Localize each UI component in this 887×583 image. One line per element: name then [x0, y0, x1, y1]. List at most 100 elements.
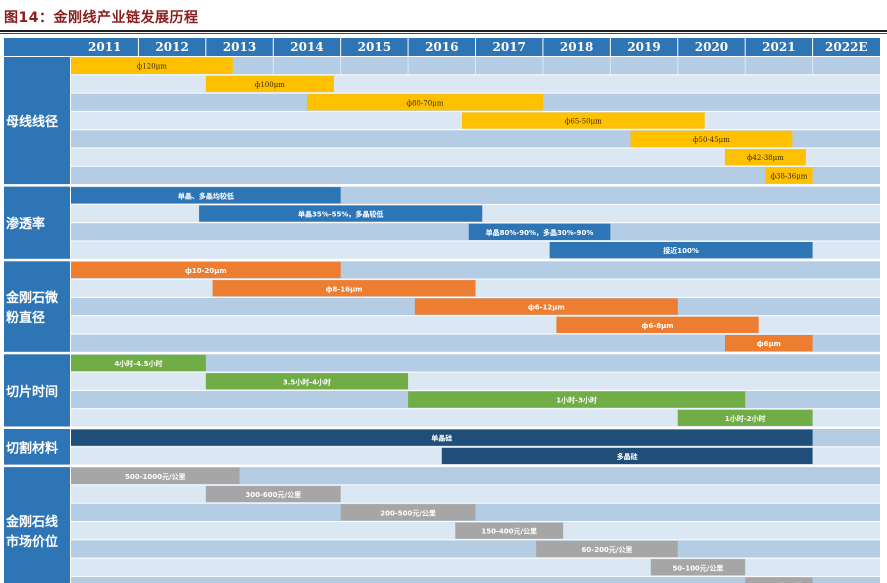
- grid-row: [71, 334, 880, 352]
- bar-label: 500-1000元/公里: [125, 472, 186, 481]
- bar-label: 单晶硅: [431, 434, 452, 443]
- grid-row: [71, 354, 880, 372]
- year-label-2016: 2016: [425, 40, 458, 54]
- bar-label: ф6-8μm: [642, 322, 674, 330]
- timeline-bar: [677, 409, 813, 426]
- timeline-bar: [549, 242, 813, 259]
- timeline-bar: [71, 261, 341, 279]
- bar-label: ф100μm: [255, 81, 285, 89]
- grid-row: [71, 540, 880, 558]
- year-label-2011: 2011: [88, 40, 121, 54]
- category-cell: [4, 467, 70, 583]
- timeline-bar: [306, 94, 543, 111]
- category-label: 市场价位: [6, 534, 58, 550]
- grid-row: [71, 372, 880, 390]
- year-header: [4, 38, 880, 56]
- timeline-bar: [630, 130, 793, 147]
- category-label: 金刚石线: [5, 514, 58, 530]
- figure-title: 图14：金刚线产业链发展历程: [4, 10, 199, 26]
- year-label-2019: 2019: [627, 40, 660, 54]
- year-label-2017: 2017: [493, 40, 526, 54]
- timeline-bar: [462, 112, 705, 129]
- bar-label: 接近100%: [663, 246, 699, 255]
- timeline-bar: [71, 429, 813, 446]
- timeline-bar: [205, 485, 341, 503]
- bar-label: 单晶80%-90%，多晶30%-90%: [486, 228, 594, 237]
- timeline-bar: [765, 167, 813, 184]
- bar-label: ф50-45μm: [693, 136, 730, 144]
- timeline-bar: [71, 187, 341, 204]
- bar-label: ф10-20μm: [185, 267, 227, 275]
- category-cell: [4, 186, 70, 259]
- timeline-bar: [340, 504, 476, 521]
- bar-label: 单晶35%-55%，多晶较低: [298, 210, 383, 219]
- year-label-2012: 2012: [155, 40, 188, 54]
- category-label: 切片时间: [6, 384, 58, 400]
- timeline-bar: [71, 467, 240, 484]
- bar-label: 3.5小时-4小时: [283, 377, 331, 386]
- timeline-bar: [455, 522, 564, 539]
- bar-label: ф120μm: [137, 63, 167, 71]
- year-label-2020: 2020: [695, 40, 728, 54]
- timeline-bar: [71, 57, 233, 74]
- timeline-bar: [205, 373, 409, 390]
- bar-label: 200-500元/公里: [380, 508, 436, 517]
- grid-row: [71, 75, 880, 93]
- timeline-bar: [205, 75, 334, 93]
- bar-label: 1小时-3小时: [556, 396, 597, 405]
- timeline-bar: [536, 540, 678, 558]
- bar-label: 300-600元/公里: [245, 490, 301, 499]
- year-label-2021: 2021: [762, 40, 795, 54]
- timeline-bar: [199, 205, 483, 222]
- category-label: 母线线径: [6, 114, 58, 130]
- grid-row: [71, 148, 880, 166]
- timeline-bar: [414, 298, 678, 315]
- bar-label: 4小时-4.5小时: [114, 359, 162, 368]
- grid-row: [71, 166, 880, 185]
- bar-label: ф38-36μm: [771, 172, 808, 180]
- timeline-bar: [556, 316, 759, 333]
- bar-label: 150-400元/公里: [481, 527, 537, 536]
- timeline-bar: [724, 149, 806, 166]
- timeline-bar: [468, 223, 611, 240]
- grid-row: [71, 558, 880, 576]
- grid-row: [71, 467, 880, 485]
- bar-label: 60-200元/公里: [582, 545, 633, 554]
- title-rule-thick: [0, 30, 887, 32]
- grid-row: [71, 485, 880, 503]
- category-cell: [4, 354, 70, 427]
- bar-label: 多晶硅: [617, 452, 638, 461]
- title-rule-thin: [0, 33, 887, 34]
- timeline-bar: [650, 559, 746, 576]
- category-cell: [4, 429, 70, 465]
- bar-label: 40-60元/公里: [756, 582, 802, 583]
- timeline-bar: [745, 577, 813, 583]
- timeline-bar: [212, 280, 476, 297]
- category-label: 渗透率: [6, 216, 45, 232]
- bar-label: 1小时-2小时: [725, 414, 766, 423]
- category-cell: [4, 57, 70, 185]
- timeline-bar: [441, 447, 813, 465]
- bar-label: ф6-12μm: [528, 304, 565, 312]
- category-label: 切割材料: [6, 440, 58, 456]
- bar-label: 50-100元/公里: [673, 563, 724, 572]
- bar-label: ф80-70μm: [407, 99, 444, 107]
- category-cell: [4, 261, 70, 352]
- year-label-2022E: 2022E: [825, 40, 868, 54]
- bar-label: 单晶、多晶均较低: [178, 191, 234, 200]
- year-label-2014: 2014: [290, 40, 323, 54]
- category-label: 金刚石微: [5, 290, 59, 306]
- timeline-bar: [408, 391, 746, 408]
- bar-label: ф65-50μm: [565, 118, 602, 126]
- category-label: 粉直径: [6, 310, 45, 326]
- grid-row: [71, 576, 880, 583]
- year-label-2013: 2013: [223, 40, 256, 54]
- bar-label: ф6μm: [757, 340, 781, 348]
- timeline-bar: [71, 354, 206, 372]
- year-label-2015: 2015: [358, 40, 391, 54]
- timeline-bar: [724, 335, 813, 352]
- bar-label: ф42-38μm: [747, 154, 784, 162]
- year-label-2018: 2018: [560, 40, 593, 54]
- bar-label: ф8-16μm: [326, 285, 363, 293]
